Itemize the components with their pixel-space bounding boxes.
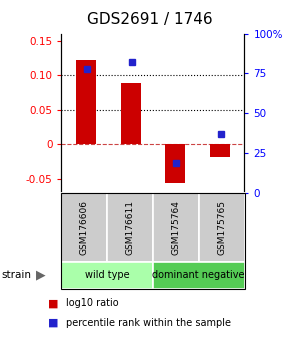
Text: GDS2691 / 1746: GDS2691 / 1746 — [87, 12, 213, 27]
Text: GSM175765: GSM175765 — [217, 200, 226, 255]
Bar — [165, 144, 185, 183]
Text: GSM175764: GSM175764 — [171, 200, 180, 255]
Text: ■: ■ — [48, 298, 58, 308]
Text: percentile rank within the sample: percentile rank within the sample — [66, 318, 231, 328]
Text: GSM176611: GSM176611 — [126, 200, 135, 255]
Text: dominant negative: dominant negative — [152, 270, 245, 280]
Text: wild type: wild type — [85, 270, 130, 280]
Bar — [76, 60, 96, 144]
Bar — [121, 83, 141, 144]
Text: strain: strain — [2, 270, 31, 280]
Text: GSM176606: GSM176606 — [80, 200, 89, 255]
Text: log10 ratio: log10 ratio — [66, 298, 118, 308]
Text: ▶: ▶ — [36, 269, 45, 282]
Bar — [210, 144, 230, 157]
Text: ■: ■ — [48, 318, 58, 328]
